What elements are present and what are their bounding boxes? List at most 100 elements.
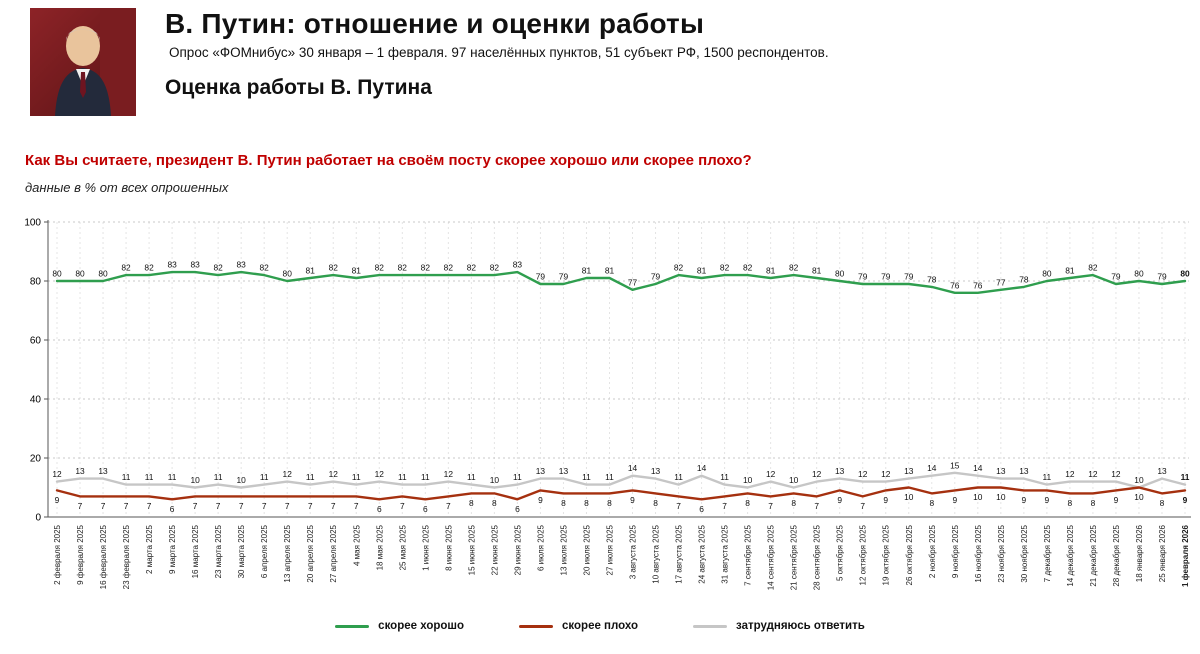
svg-text:23 февраля 2025: 23 февраля 2025 bbox=[122, 524, 131, 589]
legend-item-neutral: затрудняюсь ответить bbox=[693, 620, 865, 632]
svg-text:16 марта 2025: 16 марта 2025 bbox=[191, 524, 200, 578]
svg-text:7: 7 bbox=[331, 501, 336, 511]
svg-text:78: 78 bbox=[1019, 274, 1029, 284]
svg-text:7: 7 bbox=[860, 501, 865, 511]
svg-text:82: 82 bbox=[743, 263, 753, 273]
svg-text:13: 13 bbox=[1019, 466, 1029, 476]
svg-text:12: 12 bbox=[329, 469, 339, 479]
svg-text:9: 9 bbox=[1045, 495, 1050, 505]
data-note: данные в % от всех опрошенных bbox=[25, 180, 229, 195]
svg-text:10: 10 bbox=[996, 492, 1006, 502]
legend-swatch-good-line bbox=[335, 624, 370, 628]
svg-text:60: 60 bbox=[30, 336, 42, 347]
svg-text:11: 11 bbox=[720, 472, 729, 482]
svg-text:20: 20 bbox=[30, 454, 42, 465]
svg-text:7: 7 bbox=[101, 501, 106, 511]
svg-text:1 февраля 2026: 1 февраля 2026 bbox=[1181, 524, 1190, 587]
svg-text:11: 11 bbox=[582, 472, 591, 482]
svg-text:12: 12 bbox=[812, 469, 822, 479]
svg-text:82: 82 bbox=[444, 263, 454, 273]
chart-legend: скорее хорошо скорее плохо затрудняюсь о… bbox=[0, 620, 1200, 632]
svg-text:82: 82 bbox=[260, 263, 270, 273]
question-text: Как Вы считаете, президент В. Путин рабо… bbox=[25, 152, 752, 169]
svg-text:11: 11 bbox=[214, 472, 223, 482]
svg-text:8: 8 bbox=[1160, 498, 1165, 508]
svg-text:6: 6 bbox=[377, 504, 382, 514]
svg-text:19 октября 2025: 19 октября 2025 bbox=[882, 524, 891, 585]
svg-text:82: 82 bbox=[1088, 263, 1098, 273]
svg-text:9: 9 bbox=[837, 495, 842, 505]
svg-text:23 ноября 2025: 23 ноября 2025 bbox=[997, 524, 1006, 582]
svg-text:11: 11 bbox=[260, 472, 269, 482]
svg-text:8: 8 bbox=[791, 498, 796, 508]
svg-text:82: 82 bbox=[789, 263, 799, 273]
svg-text:5 октября 2025: 5 октября 2025 bbox=[836, 524, 845, 581]
svg-text:25 мая 2025: 25 мая 2025 bbox=[398, 524, 407, 570]
svg-text:83: 83 bbox=[167, 260, 177, 270]
svg-text:8 июня 2025: 8 июня 2025 bbox=[444, 524, 453, 570]
svg-text:82: 82 bbox=[121, 263, 131, 273]
svg-text:6 апреля 2025: 6 апреля 2025 bbox=[260, 524, 269, 578]
svg-text:7: 7 bbox=[814, 501, 819, 511]
svg-text:6: 6 bbox=[515, 504, 520, 514]
svg-text:13: 13 bbox=[996, 466, 1006, 476]
svg-text:9: 9 bbox=[1022, 495, 1027, 505]
svg-text:11: 11 bbox=[306, 472, 315, 482]
svg-text:6 июля 2025: 6 июля 2025 bbox=[536, 524, 545, 571]
svg-text:12: 12 bbox=[52, 469, 62, 479]
svg-text:25 января 2026: 25 января 2026 bbox=[1158, 524, 1167, 582]
svg-text:80: 80 bbox=[283, 269, 293, 279]
legend-label-good: скорее хорошо bbox=[378, 620, 465, 632]
svg-text:7: 7 bbox=[354, 501, 359, 511]
svg-text:8: 8 bbox=[653, 498, 658, 508]
svg-text:12: 12 bbox=[375, 469, 385, 479]
svg-text:8: 8 bbox=[929, 498, 934, 508]
svg-text:12: 12 bbox=[881, 469, 891, 479]
svg-text:82: 82 bbox=[375, 263, 385, 273]
svg-text:12: 12 bbox=[1088, 469, 1098, 479]
svg-text:9 марта 2025: 9 марта 2025 bbox=[168, 524, 177, 573]
svg-text:7: 7 bbox=[124, 501, 129, 511]
svg-text:8: 8 bbox=[492, 498, 497, 508]
svg-text:7: 7 bbox=[193, 501, 198, 511]
svg-text:27 апреля 2025: 27 апреля 2025 bbox=[329, 524, 338, 582]
svg-text:11: 11 bbox=[674, 472, 683, 482]
svg-text:13: 13 bbox=[98, 466, 108, 476]
legend-swatch-neutral-line bbox=[693, 624, 728, 628]
svg-text:29 июня 2025: 29 июня 2025 bbox=[513, 524, 522, 575]
legend-item-bad: скорее плохо bbox=[519, 620, 638, 632]
svg-text:9: 9 bbox=[883, 495, 888, 505]
svg-text:82: 82 bbox=[213, 263, 223, 273]
svg-text:7: 7 bbox=[262, 501, 267, 511]
svg-text:79: 79 bbox=[1111, 271, 1121, 281]
svg-text:79: 79 bbox=[858, 271, 868, 281]
svg-text:76: 76 bbox=[973, 280, 983, 290]
svg-text:13: 13 bbox=[904, 466, 914, 476]
svg-text:8: 8 bbox=[1091, 498, 1096, 508]
svg-text:7: 7 bbox=[78, 501, 83, 511]
svg-text:6: 6 bbox=[423, 504, 428, 514]
svg-text:79: 79 bbox=[1157, 271, 1167, 281]
svg-text:79: 79 bbox=[881, 271, 891, 281]
svg-text:1 июня 2025: 1 июня 2025 bbox=[421, 524, 430, 570]
svg-text:2 февраля 2025: 2 февраля 2025 bbox=[53, 524, 62, 584]
svg-text:3 августа 2025: 3 августа 2025 bbox=[629, 524, 638, 579]
svg-text:79: 79 bbox=[904, 271, 914, 281]
svg-text:31 августа 2025: 31 августа 2025 bbox=[721, 524, 730, 583]
svg-text:81: 81 bbox=[582, 266, 592, 276]
svg-text:12: 12 bbox=[444, 469, 454, 479]
svg-text:2 марта 2025: 2 марта 2025 bbox=[145, 524, 154, 573]
svg-text:7: 7 bbox=[446, 501, 451, 511]
svg-text:79: 79 bbox=[536, 271, 546, 281]
svg-text:7: 7 bbox=[147, 501, 152, 511]
svg-text:7: 7 bbox=[216, 501, 221, 511]
svg-text:81: 81 bbox=[605, 266, 615, 276]
svg-text:13: 13 bbox=[835, 466, 845, 476]
svg-text:26 октября 2025: 26 октября 2025 bbox=[905, 524, 914, 585]
svg-text:7: 7 bbox=[768, 501, 773, 511]
svg-text:7: 7 bbox=[676, 501, 681, 511]
svg-text:40: 40 bbox=[30, 395, 42, 406]
svg-text:100: 100 bbox=[24, 218, 41, 229]
svg-text:14: 14 bbox=[927, 463, 937, 473]
